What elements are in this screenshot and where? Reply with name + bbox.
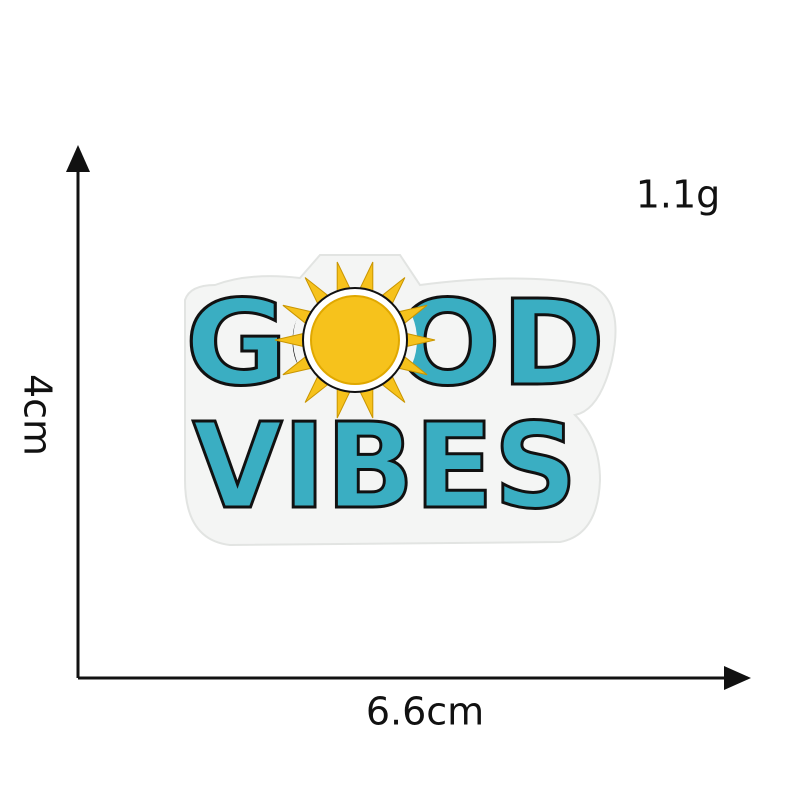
patch-fabric (184, 254, 617, 547)
width-label: 6.6cm (366, 690, 484, 734)
sun-core (310, 295, 400, 385)
sun (274, 261, 436, 419)
patch-line: VIBES (193, 397, 578, 535)
weight-label: 1.1g (636, 173, 721, 217)
patch: GOOD VIBES (184, 254, 617, 547)
height-label: 4cm (16, 374, 60, 456)
